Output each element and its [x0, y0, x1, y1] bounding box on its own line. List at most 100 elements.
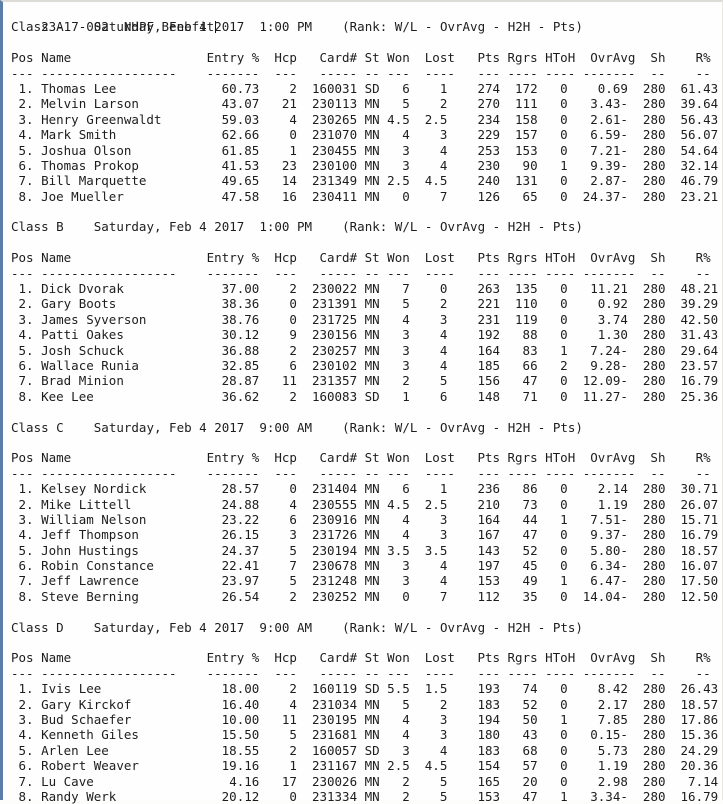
- cell-sh: 280: [643, 481, 666, 496]
- cell-pts: 112: [477, 589, 500, 604]
- cell-ovravg: 11.27-: [583, 389, 636, 404]
- cell-pts: 164: [477, 512, 500, 527]
- cell-hcp: Hcp: [274, 650, 297, 665]
- cell-entry: 28.87: [207, 373, 260, 388]
- cell-sh: 280: [643, 389, 666, 404]
- cell-lost: 4: [425, 358, 455, 373]
- blank-line: [11, 435, 722, 450]
- cell-htoh: 0: [545, 373, 575, 388]
- cell-r: 18.57: [681, 543, 719, 558]
- cell-name: Thomas Prokop: [41, 158, 199, 173]
- class-label: Class B: [11, 219, 94, 234]
- cell-hcp: 5: [274, 727, 297, 742]
- cell-card: -----: [312, 666, 357, 681]
- cell-won: ---: [387, 266, 410, 281]
- rank-note: (Rank: W/L - OvrAvg - H2H - Pts): [342, 420, 583, 435]
- cell-pts: 240: [477, 173, 500, 188]
- cell-name: Gary Kirckof: [41, 697, 199, 712]
- cell-entry: 20.12: [207, 789, 260, 804]
- cell-lost: 3: [425, 512, 455, 527]
- cell-htoh: 0: [545, 189, 575, 204]
- cell-won: 3: [387, 327, 410, 342]
- cell-r: 16.79: [681, 527, 719, 542]
- cell-pos: 5.: [11, 543, 34, 558]
- cell-sh: Sh: [643, 450, 666, 465]
- blank-line: [11, 404, 722, 419]
- cell-hcp: 7: [274, 558, 297, 573]
- cell-ovravg: 2.17: [583, 697, 636, 712]
- cell-htoh: 0: [545, 681, 575, 696]
- cell-won: 6: [387, 481, 410, 496]
- cell-won: ---: [387, 466, 410, 481]
- cell-r: 15.36: [681, 727, 719, 742]
- cell-pts: ---: [477, 66, 500, 81]
- cell-name: ------------------: [41, 666, 199, 681]
- cell-rgrs: 65: [508, 189, 538, 204]
- cell-htoh: 1: [545, 158, 575, 173]
- cell-ovravg: 14.04-: [583, 589, 636, 604]
- cell-pos: 3.: [11, 712, 34, 727]
- cell-entry: -------: [207, 666, 260, 681]
- cell-hcp: Hcp: [274, 50, 297, 65]
- cell-entry: 16.40: [207, 697, 260, 712]
- divider-row: ----------------------------------------…: [11, 266, 722, 281]
- cell-pos: ---: [11, 666, 34, 681]
- cell-name: William Nelson: [41, 512, 199, 527]
- cell-rgrs: ----: [508, 66, 538, 81]
- cell-lost: Lost: [425, 650, 455, 665]
- cell-sh: 280: [643, 697, 666, 712]
- cell-st: SD: [365, 389, 380, 404]
- cell-ovravg: 2.98: [583, 774, 636, 789]
- cell-card: 160083: [312, 389, 357, 404]
- cell-name: Name: [41, 450, 199, 465]
- cell-hcp: 0: [274, 789, 297, 804]
- cell-st: MN: [365, 497, 380, 512]
- cell-pos: 7.: [11, 173, 34, 188]
- cell-name: Kenneth Giles: [41, 727, 199, 742]
- cell-won: Won: [387, 650, 410, 665]
- cell-won: 0: [387, 589, 410, 604]
- cell-hcp: 23: [274, 158, 297, 173]
- cell-entry: 36.88: [207, 343, 260, 358]
- cell-htoh: 1: [545, 512, 575, 527]
- cell-card: 230113: [312, 96, 357, 111]
- cell-won: 4: [387, 127, 410, 142]
- cell-card: 231391: [312, 296, 357, 311]
- cell-entry: -------: [207, 266, 260, 281]
- cell-sh: 280: [643, 358, 666, 373]
- cell-hcp: 3: [274, 527, 297, 542]
- cell-rgrs: 45: [508, 558, 538, 573]
- cell-htoh: 0: [545, 81, 575, 96]
- cell-pts: 185: [477, 358, 500, 373]
- cell-won: Won: [387, 50, 410, 65]
- cell-pos: 8.: [11, 789, 34, 804]
- cell-pos: 7.: [11, 573, 34, 588]
- cell-pos: 1.: [11, 681, 34, 696]
- cell-ovravg: 1.30: [583, 327, 636, 342]
- cell-name: Robert Weaver: [41, 758, 199, 773]
- cell-ovravg: 11.21: [583, 281, 636, 296]
- cell-lost: 5: [425, 789, 455, 804]
- cell-st: MN: [365, 173, 380, 188]
- cell-st: SD: [365, 681, 380, 696]
- cell-r: 16.07: [681, 558, 719, 573]
- cell-rgrs: 43: [508, 727, 538, 742]
- cell-ovravg: OvrAvg: [583, 650, 636, 665]
- cell-htoh: 1: [545, 789, 575, 804]
- cell-hcp: 2: [274, 81, 297, 96]
- cell-card: 230102: [312, 358, 357, 373]
- cell-htoh: 1: [545, 573, 575, 588]
- cell-pts: 153: [477, 789, 500, 804]
- cell-st: MN: [365, 312, 380, 327]
- cell-won: 4: [387, 312, 410, 327]
- cell-entry: 15.50: [207, 727, 260, 742]
